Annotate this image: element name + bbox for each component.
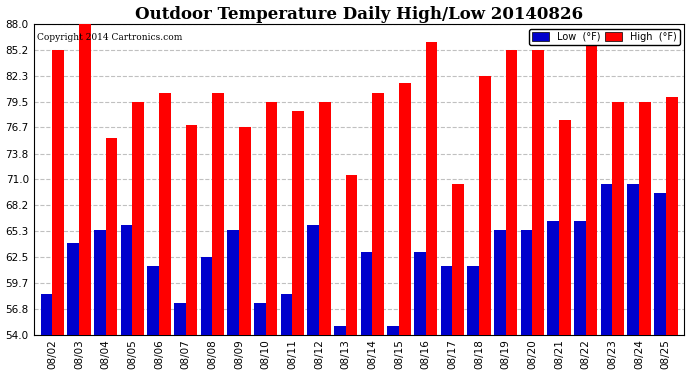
Bar xyxy=(547,220,559,335)
Bar xyxy=(613,102,624,335)
Bar xyxy=(506,50,518,335)
Bar xyxy=(319,102,331,335)
Bar xyxy=(399,84,411,335)
Bar xyxy=(239,128,250,335)
Bar xyxy=(293,111,304,335)
Bar xyxy=(654,193,666,335)
Bar xyxy=(174,303,186,335)
Bar xyxy=(601,184,613,335)
Title: Outdoor Temperature Daily High/Low 20140826: Outdoor Temperature Daily High/Low 20140… xyxy=(135,6,583,22)
Bar xyxy=(373,93,384,335)
Bar xyxy=(559,120,571,335)
Bar xyxy=(307,225,319,335)
Bar xyxy=(52,50,64,335)
Bar xyxy=(79,24,91,335)
Bar xyxy=(254,303,266,335)
Text: Copyright 2014 Cartronics.com: Copyright 2014 Cartronics.com xyxy=(37,33,182,42)
Bar xyxy=(639,102,651,335)
Bar xyxy=(266,102,277,335)
Bar xyxy=(586,42,598,335)
Bar xyxy=(281,294,293,335)
Bar xyxy=(453,184,464,335)
Bar xyxy=(533,50,544,335)
Bar xyxy=(414,252,426,335)
Bar xyxy=(147,266,159,335)
Bar xyxy=(666,97,678,335)
Bar xyxy=(479,76,491,335)
Bar xyxy=(132,102,144,335)
Legend: Low  (°F), High  (°F): Low (°F), High (°F) xyxy=(529,29,680,45)
Bar xyxy=(574,220,586,335)
Bar xyxy=(346,175,357,335)
Bar xyxy=(94,230,106,335)
Bar xyxy=(387,326,399,335)
Bar xyxy=(201,257,213,335)
Bar xyxy=(227,230,239,335)
Bar xyxy=(186,124,197,335)
Bar xyxy=(441,266,453,335)
Bar xyxy=(67,243,79,335)
Bar xyxy=(213,93,224,335)
Bar xyxy=(41,294,52,335)
Bar xyxy=(521,230,533,335)
Bar xyxy=(361,252,373,335)
Bar xyxy=(627,184,639,335)
Bar xyxy=(334,326,346,335)
Bar xyxy=(106,138,117,335)
Bar xyxy=(494,230,506,335)
Bar xyxy=(467,266,479,335)
Bar xyxy=(121,225,132,335)
Bar xyxy=(426,42,437,335)
Bar xyxy=(159,93,170,335)
